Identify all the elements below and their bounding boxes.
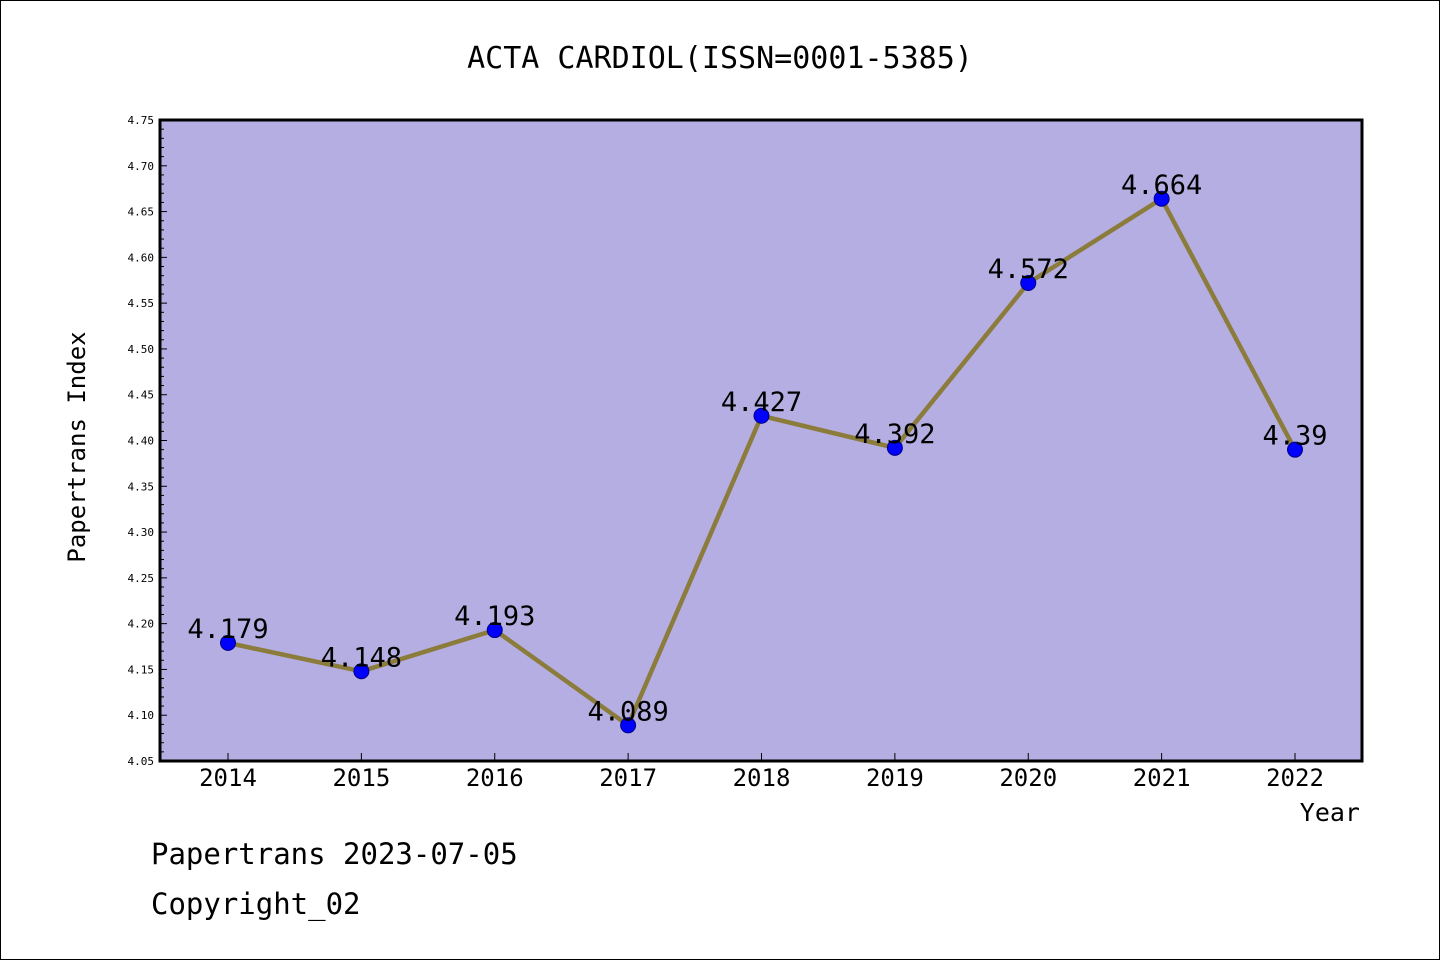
x-axis-ticks: 2014 2015 2016 2017 2018 2019 2020 2021 2022 [199,753,1324,792]
x-axis-label: Year [1300,798,1360,827]
x-tick-label: 2015 [332,764,390,792]
x-tick-label: 2017 [599,764,657,792]
data-markers [220,190,1303,734]
data-label: 4.572 [988,254,1069,285]
plot-border [158,118,1364,763]
data-label: 4.392 [854,419,935,450]
data-label: 4.089 [587,696,668,727]
data-point [620,717,637,734]
data-point [1287,441,1303,458]
data-label: 4.664 [1121,170,1202,201]
y-axis-ticks: 4.05 4.10 4.15 4.20 4.25 4.30 4.35 4.40 4.45 4.50… [128,114,167,768]
data-point [753,407,770,424]
y-tick-label: 4.25 [128,572,155,585]
y-tick-label: 4.55 [128,297,155,310]
y-tick-label: 4.65 [128,206,155,219]
y-tick-label: 4.15 [128,663,155,676]
plot-area [160,120,1362,761]
y-tick-label: 4.40 [128,435,155,448]
footer-copyright-line: Copyright_02 [151,887,361,921]
data-point [486,622,503,639]
x-tick-label: 2022 [1266,764,1324,792]
data-labels: 4.179 4.148 4.193 4.089 4.427 4.392 4.572 4.664… [187,170,1327,728]
data-point [1020,274,1037,291]
y-tick-label: 4.35 [128,480,155,493]
chart-title: ACTA CARDIOL(ISSN=0001-5385) [467,41,973,76]
x-tick-label: 2019 [866,764,924,792]
y-tick-label: 4.50 [128,343,155,356]
data-point [1153,190,1170,207]
x-tick-label: 2014 [199,764,257,792]
footer-date-line: Papertrans 2023-07-05 [151,837,518,871]
y-tick-label: 4.10 [128,709,155,722]
y-tick-label: 4.75 [128,114,155,127]
x-tick-label: 2021 [1133,764,1191,792]
x-tick-label: 2016 [466,764,524,792]
data-point [220,634,236,651]
y-tick-label: 4.05 [128,755,155,768]
data-label: 4.148 [321,642,402,673]
y-axis-label: Papertrans Index [63,331,91,562]
x-tick-label: 2020 [999,764,1057,792]
y-tick-label: 4.70 [128,160,155,173]
data-label: 4.427 [721,387,802,418]
data-point [886,439,903,456]
y-tick-label: 4.45 [128,389,155,402]
y-tick-label: 4.30 [128,526,155,539]
y-tick-label: 4.20 [128,618,155,631]
data-label: 4.39 [1262,421,1327,452]
data-point [353,663,370,680]
data-label: 4.193 [454,601,535,632]
x-tick-label: 2018 [733,764,791,792]
y-tick-label: 4.60 [128,251,155,264]
data-label: 4.179 [187,614,268,645]
